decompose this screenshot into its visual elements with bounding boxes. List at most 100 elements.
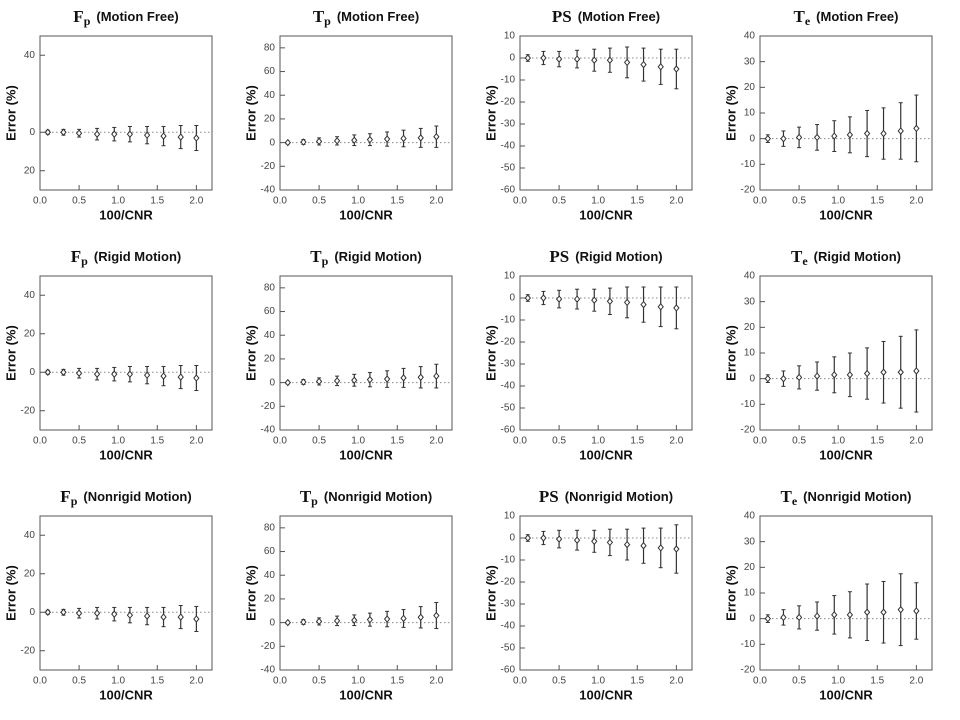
title-symbol: PS	[549, 247, 569, 266]
point	[44, 368, 51, 377]
x-tick-label: 0.5	[552, 436, 566, 447]
y-tick-label: 0	[509, 533, 515, 544]
y-tick-label: -20	[741, 665, 756, 676]
x-tick-label: 1.0	[111, 196, 125, 207]
x-tick-label: 1.5	[870, 676, 884, 687]
point	[846, 611, 854, 619]
x-tick-label: 2.0	[669, 436, 683, 447]
y-axis-label: Error (%)	[3, 325, 18, 381]
title-symbol: PS	[539, 487, 559, 506]
point	[831, 371, 838, 379]
point	[591, 296, 598, 304]
panel: Fp (Motion Free) 20 0 40 0.0 0.5 1.0 1.5 2.0 100/C…	[3, 7, 213, 222]
title-text: (Nonrigid Motion)	[83, 489, 191, 504]
point	[846, 371, 854, 379]
y-tick-label: 60	[264, 66, 276, 77]
panel-title: PS (Nonrigid Motion)	[539, 487, 673, 506]
y-tick-label: 40	[24, 50, 36, 61]
x-tick-label: 2.0	[429, 196, 443, 207]
plot-frame	[39, 35, 213, 191]
point	[284, 138, 291, 147]
title-subscript: p	[81, 254, 88, 268]
y-tick-label: -40	[261, 425, 276, 436]
x-tick-label: 0.0	[273, 196, 287, 207]
point	[573, 55, 581, 63]
x-axis-label: 100/CNR	[339, 687, 393, 702]
point	[60, 608, 67, 617]
point	[93, 609, 101, 617]
y-tick-label: -30	[501, 599, 516, 610]
point	[143, 131, 151, 139]
panel-title: PS (Rigid Motion)	[549, 247, 662, 266]
point	[417, 134, 424, 142]
x-tick-label: 2.0	[429, 436, 443, 447]
panel: PS (Motion Free) -60 -50 -40 -30 -20 -10 0 10 0.0 0…	[483, 7, 693, 222]
y-tick-label: 80	[264, 522, 276, 533]
x-tick-label: 1.0	[831, 676, 845, 687]
point	[913, 367, 920, 375]
point	[591, 537, 598, 546]
point	[780, 613, 787, 622]
x-axis-label: 100/CNR	[579, 207, 633, 222]
y-axis-label: Error (%)	[723, 565, 738, 621]
x-tick-label: 0.0	[33, 676, 47, 687]
panel-title: Te (Nonrigid Motion)	[781, 487, 912, 508]
point	[177, 613, 184, 621]
x-tick-label: 1.5	[390, 196, 404, 207]
x-tick-label: 1.0	[351, 196, 365, 207]
y-tick-label: 20	[264, 114, 276, 125]
x-tick-label: 1.0	[351, 676, 365, 687]
y-tick-label: -60	[501, 665, 516, 676]
x-tick-label: 0.5	[72, 196, 86, 207]
y-tick-label: -10	[741, 399, 756, 410]
x-axis-label: 100/CNR	[339, 447, 393, 462]
y-tick-label: -20	[501, 577, 516, 588]
point	[657, 544, 664, 552]
point	[640, 541, 647, 550]
point	[640, 300, 647, 309]
y-tick-label: -10	[741, 639, 756, 650]
x-tick-label: 1.5	[870, 196, 884, 207]
y-tick-label: -50	[501, 163, 516, 174]
point	[111, 130, 118, 138]
x-tick-label: 0.5	[312, 196, 326, 207]
x-tick-label: 2.0	[909, 676, 923, 687]
panel: Te (Nonrigid Motion) -20 -10 0 10 20 30 40 0.0 0.5…	[723, 487, 933, 702]
x-tick-label: 1.0	[831, 436, 845, 447]
point	[143, 612, 151, 620]
y-tick-label: -60	[501, 185, 516, 196]
x-tick-label: 2.0	[189, 436, 203, 447]
point	[606, 56, 614, 64]
point	[44, 128, 51, 137]
point	[555, 535, 563, 543]
title-symbol: F	[60, 487, 70, 506]
point	[111, 370, 118, 378]
x-tick-label: 0.0	[753, 196, 767, 207]
point	[400, 374, 407, 382]
y-axis-label: Error (%)	[243, 325, 258, 381]
panel-title: PS (Motion Free)	[552, 7, 660, 26]
title-symbol: T	[313, 7, 325, 26]
y-tick-label: -20	[261, 161, 276, 172]
x-tick-label: 0.5	[72, 436, 86, 447]
point	[366, 375, 374, 384]
title-subscript: p	[311, 494, 318, 508]
title-text: (Nonrigid Motion)	[324, 489, 432, 504]
point	[300, 138, 307, 146]
y-axis-label: Error (%)	[723, 85, 738, 141]
panel-title: Fp (Motion Free)	[73, 7, 178, 28]
y-tick-label: 0	[749, 613, 755, 624]
point	[177, 373, 184, 381]
panel: Te (Rigid Motion) -20 -10 0 10 20 30 40 0.0 0.5 1.0…	[723, 247, 933, 462]
point	[417, 373, 424, 382]
y-tick-label: 30	[744, 536, 756, 547]
plot-frame	[279, 275, 453, 431]
y-axis-label: Error (%)	[483, 325, 498, 381]
y-tick-label: 60	[264, 546, 276, 557]
y-tick-label: 40	[24, 530, 36, 541]
y-tick-label: 0	[749, 133, 755, 144]
y-tick-label: 0	[269, 377, 275, 388]
y-tick-label: 0	[29, 127, 35, 138]
panel-title: Te (Rigid Motion)	[791, 247, 901, 268]
point	[764, 374, 771, 383]
